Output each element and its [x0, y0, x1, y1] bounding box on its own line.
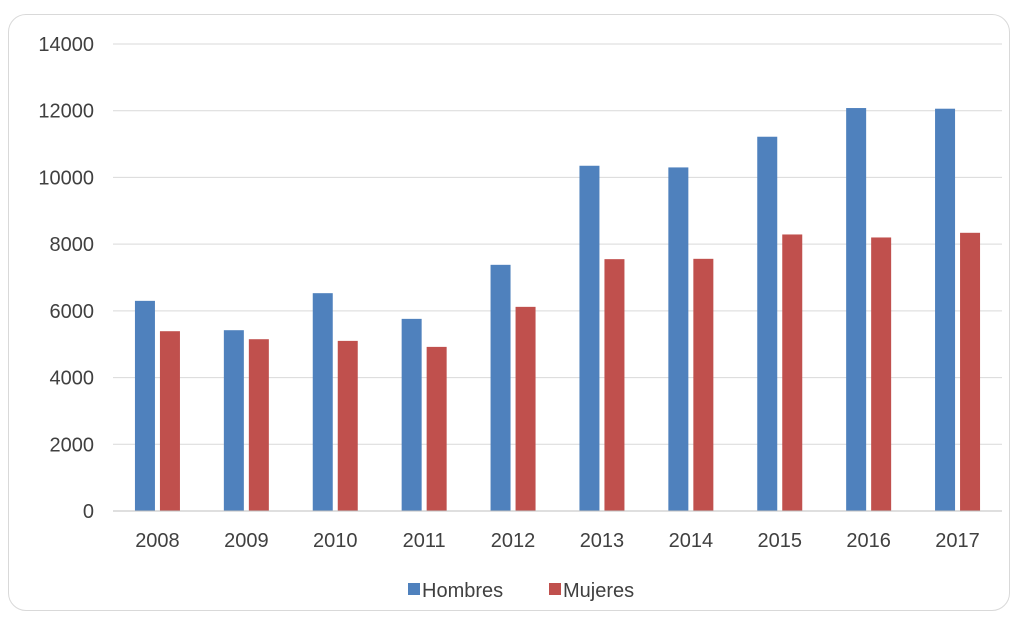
y-tick-label: 4000: [50, 368, 95, 390]
bar-mujeres-2009: [248, 339, 269, 511]
gridlines: [113, 43, 1002, 445]
bar-hombres-2017: [935, 108, 956, 511]
bar-mujeres-2013: [604, 259, 625, 511]
legend-swatch-hombres: [408, 583, 420, 595]
bar-mujeres-2008: [159, 331, 180, 511]
bar-mujeres-2010: [337, 340, 358, 511]
legend-label-mujeres: Mujeres: [563, 580, 634, 602]
x-tick-label: 2016: [846, 530, 891, 552]
bars: [134, 108, 981, 512]
x-tick-label: 2012: [491, 530, 536, 552]
bar-hombres-2013: [579, 165, 600, 511]
bar-hombres-2015: [757, 136, 778, 512]
x-tick-label: 2015: [758, 530, 803, 552]
x-tick-label: 2008: [135, 530, 180, 552]
legend-swatch-mujeres: [549, 583, 561, 595]
x-tick-label: 2011: [403, 530, 446, 552]
bar-mujeres-2011: [426, 346, 447, 511]
bar-hombres-2014: [668, 167, 689, 511]
legend: Hombres Mujeres: [408, 580, 634, 602]
legend-label-hombres: Hombres: [422, 580, 503, 602]
bar-mujeres-2017: [960, 232, 981, 511]
bar-mujeres-2015: [782, 234, 803, 511]
x-tick-label: 2017: [935, 530, 980, 552]
y-tick-label: 14000: [38, 34, 94, 56]
bar-hombres-2011: [401, 318, 422, 511]
y-tick-label: 6000: [50, 301, 95, 323]
y-tick-label: 12000: [38, 101, 94, 123]
bar-mujeres-2014: [693, 258, 714, 511]
bar-hombres-2012: [490, 264, 511, 511]
bar-hombres-2016: [846, 108, 867, 511]
bar-hombres-2009: [223, 330, 244, 511]
bar-hombres-2008: [134, 300, 155, 511]
y-tick-label: 2000: [50, 434, 95, 456]
bar-mujeres-2012: [515, 306, 536, 511]
bar-hombres-2010: [312, 293, 333, 511]
y-tick-label: 0: [83, 501, 94, 523]
y-axis-ticks: 0 2000 4000 6000 8000 10000 12000 14000: [38, 34, 94, 523]
x-tick-label: 2013: [580, 530, 625, 552]
x-tick-label: 2010: [313, 530, 358, 552]
y-tick-label: 8000: [50, 234, 95, 256]
bar-mujeres-2016: [871, 237, 892, 511]
x-tick-label: 2014: [669, 530, 714, 552]
x-tick-label: 2009: [224, 530, 269, 552]
x-axis-ticks: 2008 2009 2010 2011 2012 2013 2014 2015 2016 2017: [135, 530, 980, 552]
y-tick-label: 10000: [38, 167, 94, 189]
